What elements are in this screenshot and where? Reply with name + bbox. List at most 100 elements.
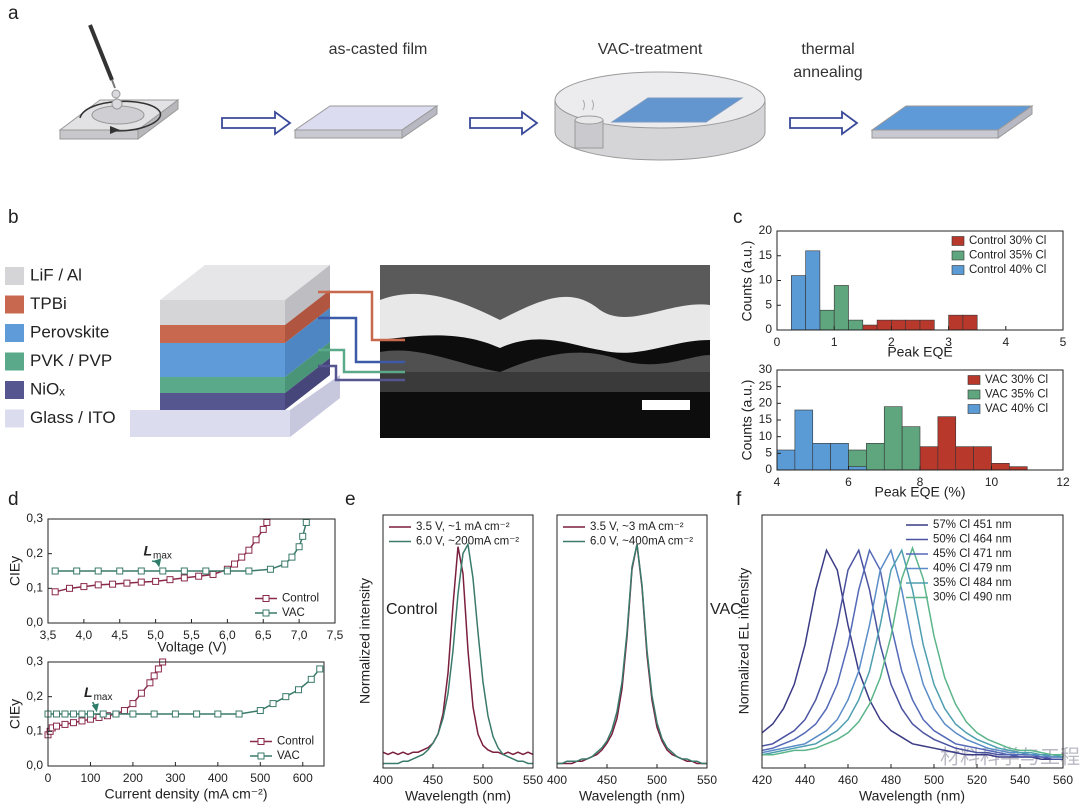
x-tick-label: 7,5 (327, 628, 344, 642)
x-axis-label: Peak EQE (887, 344, 952, 360)
marker (231, 560, 239, 568)
layer-swatch (5, 267, 24, 285)
marker (69, 710, 77, 718)
y-tick-label: 30 (759, 362, 773, 376)
marker (235, 710, 243, 718)
legend-label: 40% Cl 479 nm (933, 563, 1012, 575)
layer-label: TPBi (30, 294, 67, 313)
marker (129, 700, 137, 708)
x-tick-label: 5,5 (183, 628, 200, 642)
legend-label: Control 40% Cl (969, 264, 1046, 276)
histogram-bar (812, 443, 831, 471)
layer-swatch (5, 324, 24, 342)
layer-connectors (318, 290, 405, 382)
y-axis-label: CIEy (7, 699, 23, 729)
y-tick-label: 5 (765, 297, 772, 311)
y-tick-label: 0,3 (26, 511, 43, 525)
x-tick-label: 10 (985, 475, 999, 489)
marker (214, 710, 222, 718)
marker (150, 672, 158, 680)
x-tick-label: 8 (917, 475, 924, 489)
x-tick-label: 540 (1010, 773, 1030, 787)
y-axis-label: Counts (a.u.) (739, 241, 755, 322)
plot-frame (556, 514, 708, 769)
x-axis-label: Peak EQE (%) (874, 484, 965, 500)
annotation: VAC (710, 601, 742, 618)
y-axis-label: Normalized EL intensity (736, 568, 752, 715)
marker (245, 567, 253, 575)
panel-label: b (8, 207, 19, 228)
histogram-bar (883, 406, 903, 471)
histogram-bar (905, 319, 921, 331)
legend-label: VAC 35% Cl (985, 389, 1048, 401)
x-tick-label: 12 (1056, 475, 1070, 489)
marker (223, 567, 231, 575)
legend-swatch (951, 265, 965, 275)
chart: 400 450 500 550 Wavelength (nm) Normalized in… (357, 514, 543, 804)
y-tick-label: 0,1 (26, 724, 43, 738)
marker (152, 577, 160, 585)
x-tick-label: 5 (1060, 335, 1067, 349)
x-tick-label: 4,0 (76, 628, 93, 642)
x-tick-label: 480 (881, 773, 901, 787)
y-tick-label: 5 (765, 446, 772, 460)
process-step: VAC-treatment (597, 41, 703, 58)
plot-frame (761, 514, 1064, 769)
x-tick-label: 400 (547, 773, 567, 787)
legend-label: 3.5 V, ~3 mA cm⁻² (590, 521, 684, 533)
panel-label: d (8, 489, 19, 510)
series-line (55, 522, 308, 572)
chart: 0 1 2 3 4 5 0 5 10 15 20 Peak EQE Counts (a.u.) Contr… (739, 223, 1067, 360)
histogram-bar (805, 250, 821, 331)
marker (263, 518, 271, 526)
marker (171, 710, 179, 718)
histogram-bar (937, 416, 957, 471)
legend-marker (257, 738, 265, 745)
x-axis-label: Wavelength (nm) (405, 788, 511, 804)
histogram-bar (919, 446, 939, 471)
chart: 3,5 4,0 4,5 5,0 5,5 6,0 6,5 7,0 7,5 0,0 0,1 0,2 0,3 V… (7, 511, 344, 655)
x-tick-label: 7,0 (291, 628, 308, 642)
legend-label: Control 35% Cl (969, 250, 1046, 262)
x-tick-label: 500 (250, 771, 270, 785)
marker (259, 525, 267, 533)
legend-swatch (967, 375, 981, 385)
x-tick-label: 2 (888, 335, 895, 349)
marker (281, 560, 289, 568)
marker (137, 567, 145, 575)
marker (80, 583, 88, 591)
marker (316, 665, 324, 673)
y-tick-label: 0,0 (26, 758, 43, 772)
marker (180, 567, 188, 575)
annotation: L (84, 684, 93, 700)
histogram-bar (876, 319, 892, 331)
x-tick-label: 6,5 (255, 628, 272, 642)
y-axis-label: CIEy (7, 556, 23, 586)
panel-label: c (733, 207, 743, 228)
x-tick-label: 500 (924, 773, 944, 787)
marker (252, 536, 260, 544)
histogram-bar (833, 285, 849, 331)
marker (245, 546, 253, 554)
y-tick-label: 0 (765, 322, 772, 336)
x-tick-label: 500 (647, 773, 667, 787)
histogram-bar (891, 319, 907, 331)
x-tick-label: 600 (293, 771, 313, 785)
legend-label: 45% Cl 471 nm (933, 548, 1012, 560)
histogram-bar (819, 309, 835, 331)
marker (295, 543, 303, 551)
x-tick-label: 5,0 (147, 628, 164, 642)
y-axis-label: Normalized intensity (357, 578, 373, 704)
layer-label: Glass / ITO (30, 408, 116, 427)
legend-label: Control (282, 593, 319, 605)
annotation-arrowhead (91, 703, 99, 713)
legend-label: 57% Cl 451 nm (933, 519, 1012, 531)
series-line (557, 544, 707, 765)
marker (120, 707, 128, 715)
x-tick-label: 100 (80, 771, 100, 785)
y-tick-label: 25 (759, 379, 773, 393)
legend-label: VAC (282, 607, 305, 619)
panel-label: e (345, 489, 356, 510)
